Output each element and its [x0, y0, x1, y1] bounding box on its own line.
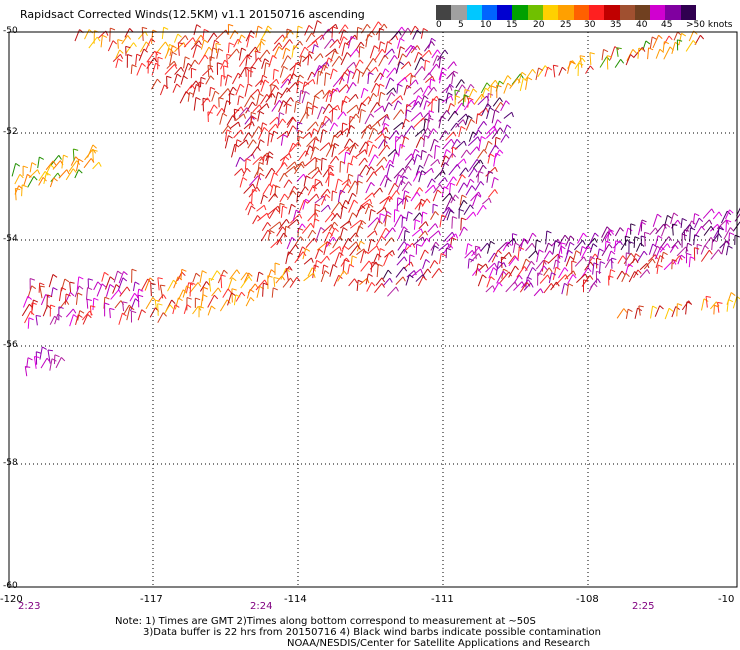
legend-swatch: [527, 5, 544, 20]
legend-swatch: [634, 5, 651, 20]
legend-swatch: [451, 5, 467, 20]
pass-time-label: 2:25: [632, 601, 655, 612]
longitude-label: -111: [431, 594, 454, 605]
legend-swatch: [619, 5, 635, 20]
legend-label: >50 knots: [686, 20, 733, 30]
longitude-label: -10: [718, 594, 735, 605]
legend-swatch: [466, 5, 482, 20]
legend-label: 5: [458, 20, 464, 30]
note-line-3: NOAA/NESDIS/Center for Satellite Applica…: [287, 638, 591, 649]
note-line-2: 3)Data buffer is 22 hrs from 20150716 4)…: [143, 627, 601, 638]
legend-swatch: [665, 5, 681, 20]
pass-time-label: 2:23: [18, 601, 41, 612]
legend-label: 45: [661, 20, 673, 30]
chart-title: Rapidsact Corrected Winds(12.5KM) v1.1 2…: [20, 8, 365, 21]
wind-barbs-layer: [11, 20, 740, 377]
note-line-1: Note: 1) Times are GMT 2)Times along bot…: [115, 616, 536, 627]
latitude-label: -56: [3, 340, 18, 350]
legend-swatch: [588, 5, 605, 20]
legend-swatch: [558, 5, 574, 20]
lat-lon-grid: [9, 32, 737, 587]
legend-label: 40: [636, 20, 648, 30]
legend-label: 10: [480, 20, 492, 30]
notes: Note: 1) Times are GMT 2)Times along bot…: [115, 616, 601, 649]
wind-speed-color-scale: [436, 5, 697, 20]
legend-label: 0: [436, 20, 442, 30]
latitude-label: -52: [3, 127, 18, 137]
legend-swatch: [512, 5, 528, 20]
longitude-label: -108: [576, 594, 599, 605]
wind-speed-legend-labels: 0 5 10 15 20 25 30 35 40 45 >50 knots: [432, 20, 740, 32]
longitude-label: -114: [284, 594, 307, 605]
legend-swatch: [573, 5, 589, 20]
legend-swatch: [650, 5, 666, 20]
legend-swatch: [436, 5, 452, 20]
latitude-label: -58: [3, 458, 18, 468]
legend-swatch: [481, 5, 498, 20]
legend-swatch: [680, 5, 697, 20]
legend-label: 15: [506, 20, 518, 30]
legend-label: 35: [610, 20, 622, 30]
legend-swatch: [604, 5, 620, 20]
wind-barb-map: [8, 20, 740, 588]
legend-label: 25: [560, 20, 572, 30]
longitude-label: -117: [140, 594, 163, 605]
latitude-label: -54: [3, 234, 18, 244]
pass-time-label: 2:24: [250, 601, 273, 612]
legend-label: 20: [533, 20, 545, 30]
latitude-label: -50: [3, 26, 18, 36]
legend-label: 30: [584, 20, 596, 30]
legend-swatch: [497, 5, 513, 20]
longitude-label: -120: [0, 594, 23, 605]
legend-swatch: [543, 5, 559, 20]
latitude-label: -60: [3, 581, 18, 591]
map-frame: [8, 31, 738, 588]
